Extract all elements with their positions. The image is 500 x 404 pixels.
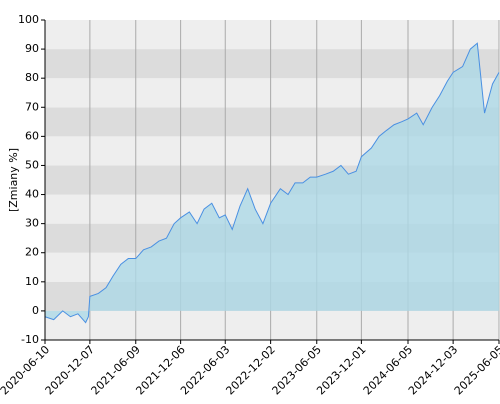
- y-tick-label: 0: [32, 304, 39, 317]
- grid-band: [45, 49, 499, 79]
- y-tick-label: 100: [18, 13, 39, 26]
- grid-band: [45, 310, 499, 340]
- y-axis-label: [Zmiany %]: [7, 148, 20, 212]
- y-tick-label: 20: [25, 246, 39, 259]
- y-tick-label: 50: [25, 158, 39, 171]
- y-tick-label: -10: [21, 333, 39, 346]
- y-tick-label: 30: [25, 217, 39, 230]
- grid-band: [45, 20, 499, 50]
- area: [45, 43, 499, 323]
- line: [44, 42, 500, 324]
- y-tick-label: 90: [25, 42, 39, 55]
- y-tick-label: 40: [25, 188, 39, 201]
- y-tick-label: 60: [25, 129, 39, 142]
- y-tick-label: 80: [25, 71, 39, 84]
- y-tick-label: 70: [25, 100, 39, 113]
- y-tick-label: 10: [25, 275, 39, 288]
- grid-band: [45, 78, 499, 108]
